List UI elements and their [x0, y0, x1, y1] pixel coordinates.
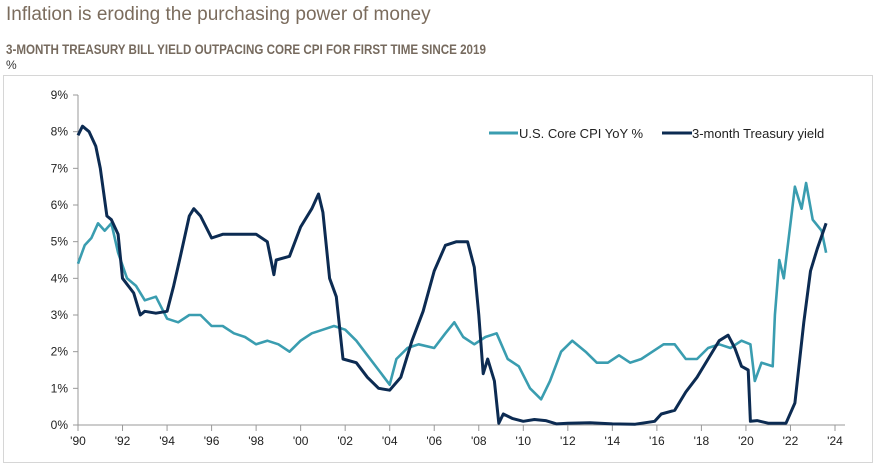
y-tick-label: 4%: [51, 271, 69, 285]
x-tick-label: '18: [694, 434, 710, 448]
y-tick-label: 7%: [51, 161, 69, 175]
x-tick-label: '24: [827, 434, 843, 448]
x-tick-label: '10: [515, 434, 531, 448]
x-tick-label: '94: [159, 434, 175, 448]
x-tick-label: '92: [115, 434, 131, 448]
chart-title: 3-MONTH TREASURY BILL YIELD OUTPACING CO…: [6, 42, 486, 57]
series-line-treasury-yield: [76, 124, 828, 426]
x-tick-label: '14: [605, 434, 621, 448]
page-title: Inflation is eroding the purchasing powe…: [6, 4, 431, 25]
y-tick-label: 1%: [51, 381, 69, 395]
y-tick-label: 8%: [51, 125, 69, 139]
x-tick-label: '00: [293, 434, 309, 448]
legend: U.S. Core CPI YoY % 3-month Treasury yie…: [489, 126, 824, 141]
x-tick-label: '02: [337, 434, 353, 448]
y-tick-label: 2%: [51, 345, 69, 359]
y-tick-label: 9%: [51, 88, 69, 102]
x-tick-label: '20: [738, 434, 754, 448]
legend-label-treasury: 3-month Treasury yield: [692, 126, 824, 141]
x-tick-label: '12: [560, 434, 576, 448]
y-tick-label: 3%: [51, 308, 69, 322]
x-tick-label: '06: [426, 434, 442, 448]
x-tick-label: '98: [248, 434, 264, 448]
x-tick-label: '04: [382, 434, 398, 448]
chart-frame: [3, 75, 873, 463]
legend-label-cpi: U.S. Core CPI YoY %: [519, 126, 643, 141]
x-tick-label: '16: [649, 434, 665, 448]
x-tick-label: '08: [471, 434, 487, 448]
x-tick-label: '96: [204, 434, 220, 448]
x-tick-label: '90: [70, 434, 86, 448]
x-tick-label: '22: [783, 434, 799, 448]
y-tick-label: 5%: [51, 235, 69, 249]
y-axis-unit: %: [6, 58, 17, 72]
series-line-core-cpi: [76, 181, 828, 401]
y-tick-label: 6%: [51, 198, 69, 212]
y-tick-label: 0%: [51, 418, 69, 432]
